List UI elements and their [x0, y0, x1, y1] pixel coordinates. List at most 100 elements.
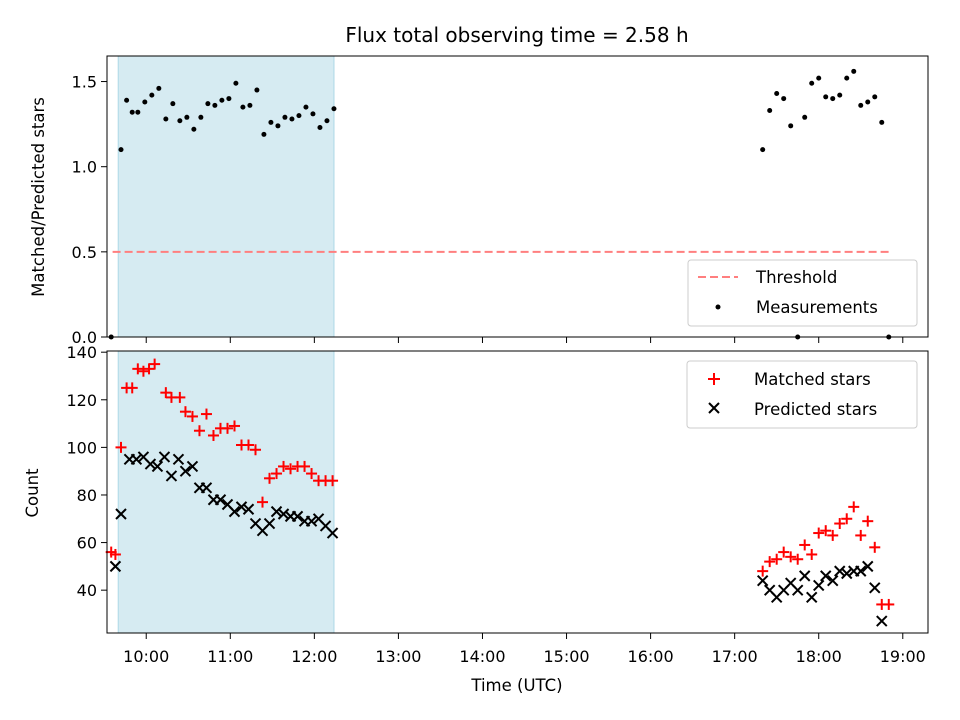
measurement-point: [177, 118, 183, 124]
measurement-point: [268, 119, 274, 125]
count-shaded-region: [117, 350, 335, 634]
matched-star-point: [228, 420, 240, 432]
count-x-tick-label: 18:00: [796, 647, 842, 666]
predicted-star-point: [799, 570, 811, 582]
legend-predicted-swatch: [708, 402, 720, 414]
matched-star-point: [855, 529, 867, 541]
measurement-point: [303, 104, 309, 110]
count-x-tick-label: 17:00: [712, 647, 758, 666]
count-y-tick-label: 100: [66, 438, 97, 457]
count-y-tick-label: 120: [66, 391, 97, 410]
matched-star-point: [149, 358, 161, 370]
matched-star-point: [771, 553, 783, 565]
matched-star-point: [306, 468, 318, 480]
count-y-tick-label: 80: [77, 486, 97, 505]
measurement-point: [205, 101, 211, 107]
matched-star-point: [207, 429, 219, 441]
matched-star-point: [285, 463, 297, 475]
ratio-y-tick-label: 0.5: [72, 243, 97, 262]
ratio-y-tick-label: 1.5: [72, 73, 97, 92]
predicted-star-point: [756, 574, 769, 587]
predicted-star-point: [862, 560, 874, 573]
measurement-point: [124, 97, 130, 103]
count-legend-box: [686, 360, 918, 429]
matched-star-point: [841, 513, 853, 525]
measurement-point: [142, 99, 148, 105]
count-x-tick-label: 14:00: [459, 647, 505, 666]
ratio-y-tick-label: 0.0: [72, 328, 97, 347]
ratio-legend: Threshold Measurements: [687, 259, 918, 327]
legend-measurements-label: Measurements: [756, 298, 878, 317]
measurement-point: [331, 106, 337, 112]
matched-star-point: [827, 529, 839, 541]
ratio-y-ticks: 0.0 0.5 1.0 1.5: [72, 73, 107, 347]
matched-star-point: [799, 539, 811, 551]
predicted-star-point: [791, 584, 804, 596]
measurement-point: [788, 123, 794, 129]
predicted-star-point: [144, 458, 157, 470]
predicted-star-point: [228, 505, 241, 518]
matched-star-point: [186, 410, 198, 422]
matched-star-point: [200, 408, 212, 420]
matched-star-point: [160, 387, 172, 399]
matched-star-point: [174, 391, 186, 403]
measurement-point: [135, 109, 141, 115]
measurements-series: [108, 68, 892, 340]
predicted-star-point: [277, 508, 290, 520]
ratio-plot-frame: [106, 55, 929, 338]
ratio-legend-box: [687, 259, 918, 327]
legend-matched-swatch: [708, 373, 720, 385]
predicted-star-point: [270, 505, 283, 518]
predicted-star-point: [291, 510, 304, 523]
measurement-point: [844, 75, 850, 81]
matched-star-point: [179, 406, 191, 418]
matched-star-point: [132, 363, 144, 375]
matched-star-point: [883, 598, 895, 610]
matched-star-point: [820, 525, 832, 537]
predicted-star-point: [186, 460, 199, 473]
predicted-star-point: [109, 560, 122, 573]
matched-star-point: [143, 363, 155, 375]
count-y-tick-label: 60: [77, 534, 97, 553]
matched-star-point: [299, 460, 311, 472]
measurement-point: [226, 96, 232, 102]
predicted-star-point: [841, 567, 853, 580]
predicted-star-point: [326, 527, 339, 539]
measurement-point: [296, 113, 302, 119]
measurement-point: [802, 114, 808, 120]
measurement-point: [254, 87, 260, 93]
matched-star-point: [278, 460, 290, 472]
measurement-point: [851, 68, 857, 74]
measurement-point: [156, 85, 162, 91]
measurement-point: [823, 94, 829, 100]
count-legend: Matched stars Predicted stars: [686, 360, 918, 429]
measurement-point: [184, 114, 190, 120]
predicted-star-point: [869, 582, 881, 594]
predicted-star-point: [820, 570, 832, 582]
predicted-star-point: [827, 574, 839, 587]
matched-star-point: [848, 501, 860, 513]
matched-star-point: [757, 565, 769, 577]
matched-star-point: [813, 527, 825, 539]
predicted-star-point: [813, 579, 825, 592]
chart-title: Flux total observing time = 2.58 h: [345, 23, 688, 47]
measurement-point: [879, 119, 885, 125]
measurement-point: [118, 147, 124, 153]
matched-star-point: [243, 439, 255, 451]
predicted-star-point: [834, 565, 846, 577]
count-x-tick-label: 13:00: [375, 647, 421, 666]
count-y-tick-label: 40: [77, 581, 97, 600]
predicted-star-point: [305, 515, 318, 527]
ratio-y-axis-label: Matched/Predicted stars: [29, 97, 48, 297]
matched-star-point: [126, 382, 138, 394]
measurement-point: [163, 116, 169, 122]
legend-measurements-swatch: [715, 304, 721, 310]
measurement-point: [816, 75, 822, 81]
matched-star-point: [327, 475, 339, 487]
predicted-star-point: [158, 451, 171, 463]
measurement-point: [310, 111, 316, 117]
ratio-shaded-region: [117, 55, 335, 338]
measurement-point: [191, 126, 197, 132]
measurement-point: [198, 114, 204, 120]
